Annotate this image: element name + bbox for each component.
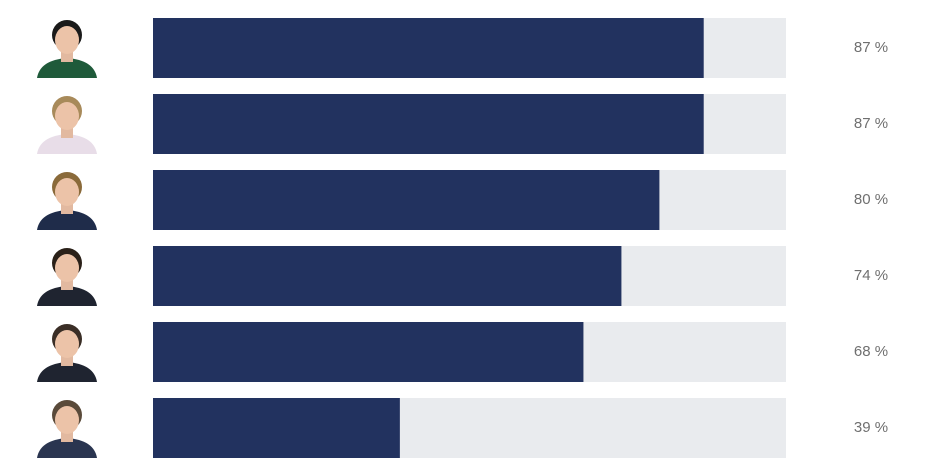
bar [153,94,704,154]
avatar [37,172,97,230]
avatar-face [55,330,79,358]
bar [153,398,400,458]
value-label: 80 % [854,191,888,208]
value-label: 87 % [854,115,888,132]
value-label: 87 % [854,39,888,56]
value-label: 74 % [854,267,888,284]
bar [153,322,584,382]
avatar [37,96,97,154]
bar [153,246,622,306]
bar [153,170,660,230]
avatar-body [37,210,97,230]
avatar-face [55,26,79,54]
avatar-body [37,134,97,154]
value-label: 68 % [854,343,888,360]
avatar [37,248,97,306]
value-label: 39 % [854,419,888,436]
avatar [37,400,97,458]
avatar [37,20,97,78]
avatar-face [55,406,79,434]
avatar-face [55,102,79,130]
avatar-face [55,178,79,206]
avatar-face [55,254,79,282]
avatar-body [37,286,97,306]
avatar-body [37,438,97,458]
avatar [37,324,97,382]
bar [153,18,704,78]
avatar-body [37,362,97,382]
avatar-body [37,58,97,78]
